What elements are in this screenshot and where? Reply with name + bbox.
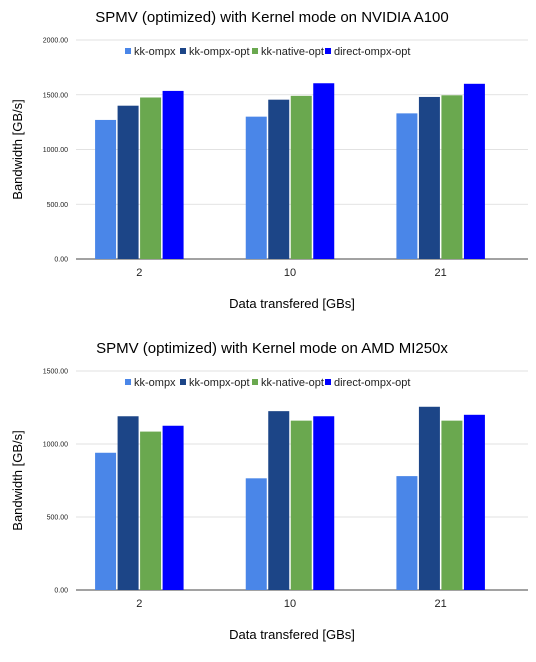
bar-kk-ompx-opt (418, 406, 440, 590)
legend-swatch (252, 48, 258, 54)
legend-label: kk-ompx (134, 377, 176, 389)
legend-swatch (325, 379, 331, 385)
legend-item: direct-ompx-opt (325, 46, 410, 58)
x-tick-label: 21 (435, 598, 447, 610)
bar-kk-native-opt (441, 420, 463, 590)
y-axis-title: Bandwidth [GB/s] (10, 430, 25, 530)
legend: kk-ompx kk-ompx-opt kk-native-opt direct-om… (125, 377, 410, 389)
bar-direct-ompx-opt (162, 90, 184, 259)
legend-item: kk-native-opt (252, 46, 324, 58)
y-tick-label: 2000.00 (43, 38, 68, 45)
chart-a100-svg: SPMV (optimized) with Kernel mode on NVI… (10, 9, 528, 311)
y-axis-ticks: 0.00 500.00 1000.00 1500.00 (43, 369, 68, 595)
bar-direct-ompx-opt (463, 414, 485, 590)
bar-kk-ompx (396, 476, 418, 590)
bars (95, 406, 485, 590)
bar-kk-ompx-opt (117, 105, 139, 259)
bar-kk-native-opt (140, 431, 162, 590)
bar-kk-ompx (245, 478, 267, 590)
legend-item: kk-ompx (125, 377, 176, 389)
y-tick-label: 1500.00 (43, 369, 68, 376)
legend-item: direct-ompx-opt (325, 377, 410, 389)
legend-label: kk-native-opt (261, 46, 324, 58)
x-tick-label: 2 (136, 267, 142, 279)
chart-mi250x: SPMV (optimized) with Kernel mode on AMD… (0, 331, 536, 662)
y-tick-label: 1000.00 (43, 147, 68, 154)
legend-item: kk-native-opt (252, 377, 324, 389)
legend-swatch (180, 48, 186, 54)
x-axis-title: Data transfered [GBs] (229, 627, 355, 642)
legend-label: kk-ompx (134, 46, 176, 58)
bar-kk-native-opt (290, 420, 312, 590)
legend-swatch (125, 379, 131, 385)
bars (95, 83, 485, 260)
legend-item: kk-ompx-opt (180, 46, 250, 58)
x-tick-label: 10 (284, 598, 296, 610)
bar-direct-ompx-opt (463, 83, 485, 259)
chart-mi250x-svg: SPMV (optimized) with Kernel mode on AMD… (10, 340, 528, 642)
legend-swatch (180, 379, 186, 385)
y-tick-label: 0.00 (54, 588, 68, 595)
y-tick-label: 0.00 (54, 257, 68, 264)
x-tick-label: 21 (435, 267, 447, 279)
bar-kk-ompx (95, 452, 117, 590)
bar-kk-native-opt (290, 95, 312, 259)
bar-kk-ompx-opt (268, 411, 290, 590)
legend-swatch (325, 48, 331, 54)
y-axis-title: Bandwidth [GB/s] (10, 99, 25, 199)
bar-direct-ompx-opt (162, 425, 184, 590)
bar-kk-ompx (95, 119, 117, 259)
chart-title: SPMV (optimized) with Kernel mode on AMD… (96, 340, 448, 357)
y-tick-label: 500.00 (47, 202, 69, 209)
bar-kk-ompx (245, 116, 267, 260)
legend-label: kk-ompx-opt (189, 46, 250, 58)
bar-kk-ompx-opt (418, 96, 440, 259)
legend-label: direct-ompx-opt (334, 377, 410, 389)
bar-kk-ompx (396, 113, 418, 260)
legend-label: kk-native-opt (261, 377, 324, 389)
legend: kk-ompx kk-ompx-opt kk-native-opt direct-om… (125, 46, 410, 58)
legend-item: kk-ompx (125, 46, 176, 58)
legend-item: kk-ompx-opt (180, 377, 250, 389)
x-tick-label: 2 (136, 598, 142, 610)
y-axis-ticks: 0.00 500.00 1000.00 1500.00 2000.00 (43, 38, 68, 264)
bar-kk-ompx-opt (268, 99, 290, 260)
bar-kk-native-opt (441, 95, 463, 259)
x-tick-label: 10 (284, 267, 296, 279)
legend-swatch (252, 379, 258, 385)
legend-label: kk-ompx-opt (189, 377, 250, 389)
legend-swatch (125, 48, 131, 54)
bar-kk-ompx-opt (117, 416, 139, 590)
bar-direct-ompx-opt (313, 416, 335, 590)
chart-title: SPMV (optimized) with Kernel mode on NVI… (95, 9, 449, 26)
legend-label: direct-ompx-opt (334, 46, 410, 58)
chart-a100: SPMV (optimized) with Kernel mode on NVI… (10, 9, 528, 311)
x-axis-title: Data transfered [GBs] (229, 296, 355, 311)
bar-kk-native-opt (140, 97, 162, 259)
y-tick-label: 1000.00 (43, 442, 68, 449)
y-tick-label: 1500.00 (43, 92, 68, 99)
bar-direct-ompx-opt (313, 83, 335, 259)
y-tick-label: 500.00 (47, 515, 69, 522)
